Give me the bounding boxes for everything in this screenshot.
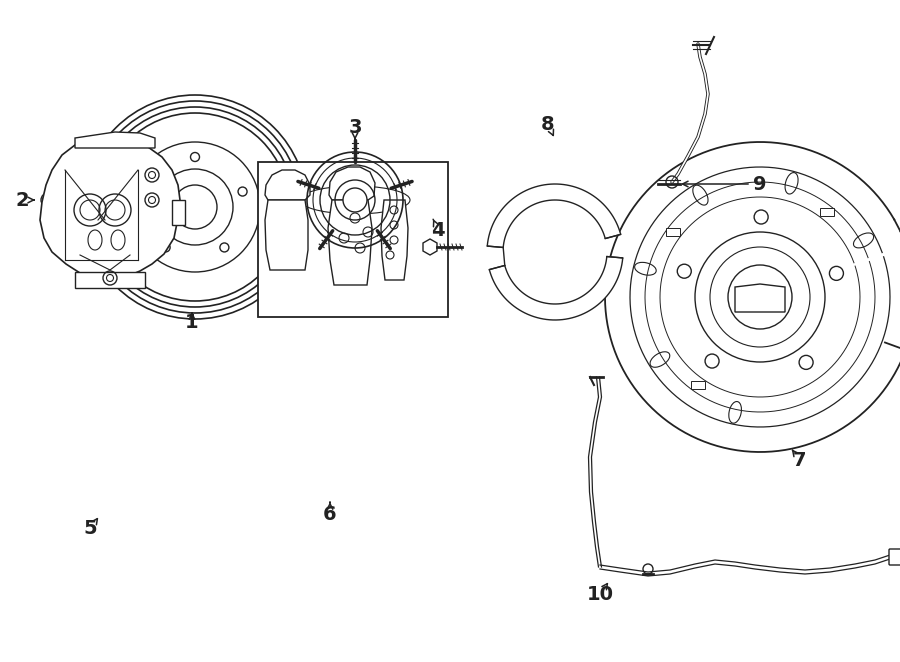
Text: 6: 6 [323,504,337,524]
Text: 1: 1 [185,312,199,332]
Polygon shape [328,200,372,285]
Polygon shape [172,200,185,225]
Polygon shape [423,239,437,255]
Circle shape [343,188,367,212]
FancyBboxPatch shape [667,228,680,236]
Text: 3: 3 [348,117,362,136]
Text: 5: 5 [83,520,97,538]
Polygon shape [329,167,375,200]
Polygon shape [265,170,310,200]
Text: 4: 4 [431,220,445,240]
Polygon shape [735,284,785,312]
Text: 10: 10 [587,585,614,604]
Text: 2: 2 [15,191,29,209]
FancyBboxPatch shape [889,549,900,565]
Polygon shape [490,257,623,320]
Bar [258,162,448,317]
Polygon shape [265,200,308,270]
Text: 7: 7 [793,451,806,469]
FancyBboxPatch shape [820,209,834,216]
Text: 8: 8 [541,115,554,134]
Circle shape [173,185,217,229]
Polygon shape [75,132,155,148]
Polygon shape [75,272,145,288]
Polygon shape [40,138,180,278]
Polygon shape [487,184,621,248]
Text: 9: 9 [753,175,767,193]
Polygon shape [381,200,408,280]
FancyBboxPatch shape [691,381,705,389]
